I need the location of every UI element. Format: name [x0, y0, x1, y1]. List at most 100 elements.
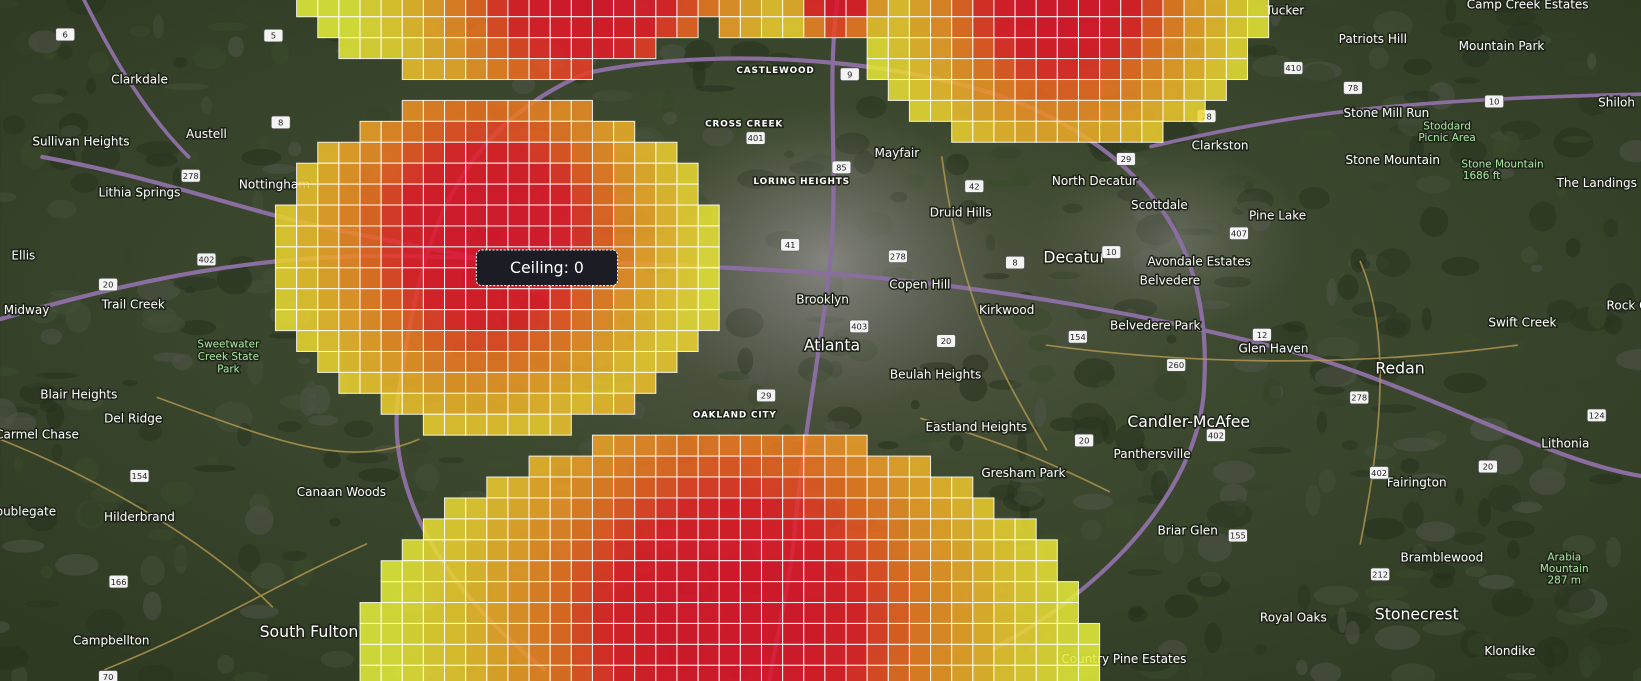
heat-cell [486, 16, 509, 39]
heat-cell [274, 204, 298, 227]
place-label: Lithia Springs [99, 186, 181, 200]
heat-cell [486, 392, 509, 415]
heat-cell [908, 58, 932, 81]
heat-cell [528, 288, 551, 311]
terrain-patch [1572, 378, 1607, 392]
heat-cell [739, 581, 763, 604]
heat-cell [444, 518, 467, 541]
shield-box [964, 179, 985, 193]
terrain-patch [1313, 585, 1359, 605]
heat-cell [972, 643, 995, 666]
heat-cell [507, 539, 530, 562]
heat-cell [972, 120, 995, 143]
heat-cell [887, 455, 910, 478]
heat-cell [908, 518, 932, 541]
terrain-patch [1478, 574, 1515, 590]
terrain-patch [1354, 258, 1371, 270]
terrain-patch [1441, 256, 1480, 276]
road-shield: 402 [1369, 466, 1389, 480]
heat-cell [570, 141, 593, 164]
terrain-patch [1213, 391, 1252, 408]
heat-cell [549, 309, 572, 332]
heat-cell [824, 434, 847, 457]
heat-cell [380, 162, 403, 185]
heat-cell [444, 225, 467, 248]
shield-box [1101, 245, 1122, 259]
heat-cell [444, 288, 467, 311]
heat-cell [930, 16, 953, 39]
place-label: Hilderbrand [104, 510, 175, 524]
heat-cell [697, 0, 720, 18]
heat-cell [824, 581, 847, 604]
heat-cell [655, 183, 678, 206]
terrain-patch [1536, 636, 1569, 668]
terrain-patch [1476, 167, 1515, 180]
heat-cell [634, 476, 657, 499]
terrain-patch [1034, 398, 1046, 428]
heat-cell [1099, 0, 1122, 18]
terrain-patch [164, 548, 199, 567]
terrain-patch [75, 500, 107, 529]
heat-cell [359, 0, 382, 18]
heat-cell [845, 643, 868, 666]
heat-cell [401, 288, 424, 311]
heat-cell [1099, 16, 1122, 39]
terrain-patch [28, 30, 62, 54]
place-label: Belvedere Park [1110, 319, 1200, 333]
heat-cell [401, 120, 424, 143]
heat-cell [782, 518, 805, 541]
heat-cell [338, 267, 361, 290]
heat-cell [528, 0, 551, 18]
terrain-patch [279, 394, 318, 409]
terrain-patch [40, 566, 54, 579]
road-shield: 401 [745, 131, 766, 145]
heat-cell [380, 183, 403, 206]
heat-cell [296, 267, 319, 290]
terrain-patch [251, 562, 285, 590]
terrain-patch [1553, 127, 1594, 158]
heat-cell [486, 225, 509, 248]
heat-cell [676, 602, 699, 624]
heat-cell [760, 455, 784, 478]
heat-cell [824, 664, 847, 681]
heat-cell [570, 0, 593, 18]
heat-cell [613, 392, 636, 415]
heat-cell [338, 288, 361, 311]
terrain-patch [1127, 569, 1162, 576]
terrain-patch [1270, 7, 1281, 27]
heat-cell [422, 622, 446, 645]
heat-cell [380, 330, 403, 353]
heat-cell [591, 518, 615, 541]
heat-cell [972, 497, 995, 520]
place-label: Pine Lake [1249, 209, 1306, 223]
heat-cell [697, 622, 720, 645]
heat-cell [908, 602, 932, 624]
heat-cell [718, 560, 741, 583]
heat-cell [444, 643, 467, 666]
heat-cell [296, 0, 319, 18]
heat-cell [845, 622, 868, 645]
heat-cell [486, 413, 509, 436]
terrain-patch [142, 305, 177, 325]
heat-cell [697, 497, 720, 520]
terrain-patch [1511, 501, 1543, 514]
terrain-patch [1607, 283, 1635, 314]
heat-cell [613, 602, 636, 624]
park-label: 287 m [1548, 575, 1581, 587]
heat-cell [486, 288, 509, 311]
heat-cell [908, 78, 932, 101]
heat-cell [444, 162, 467, 185]
terrain-patch [0, 192, 17, 202]
heat-cell [528, 476, 551, 499]
shield-box [745, 131, 766, 145]
heat-cell [803, 434, 826, 457]
heat-cell [972, 37, 995, 60]
heat-cell [930, 518, 953, 541]
terrain-patch [1364, 444, 1396, 460]
heat-cell [591, 350, 615, 373]
heat-cell [634, 497, 657, 520]
heat-cell [613, 497, 636, 520]
shield-box [98, 277, 118, 292]
